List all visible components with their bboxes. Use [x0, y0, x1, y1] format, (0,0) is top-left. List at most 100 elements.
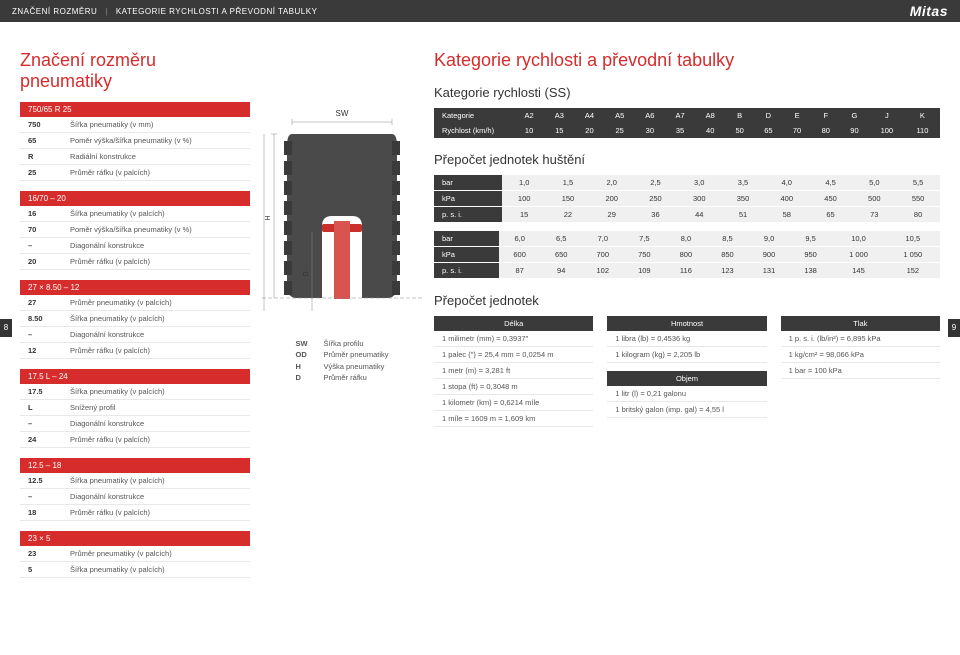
unit-row: 1 litr (l) = 0,21 galonu [607, 386, 766, 402]
legend-val: Šířka profilu [323, 338, 363, 349]
spec-header: 17.5 L – 24 [20, 369, 250, 384]
cell: Průměr ráfku (v palcích) [62, 505, 250, 521]
cell: 350 [721, 191, 765, 207]
crumb-2: KATEGORIE RYCHLOSTI A PŘEVODNÍ TABULKY [116, 7, 318, 16]
table-row: 750Šířka pneumatiky (v mm) [20, 117, 250, 133]
speed-cat-title: Kategorie rychlosti (SS) [434, 85, 940, 100]
spec-box-2: 16/70 – 20 16Šířka pneumatiky (v palcích… [20, 191, 250, 270]
cell: A5 [605, 108, 635, 123]
cell: 600 [499, 247, 541, 263]
cell: 150 [546, 191, 590, 207]
unit-row: 1 metr (m) = 3,281 ft [434, 363, 593, 379]
legend-val: Výška pneumatiky [323, 361, 384, 372]
spec-header: 16/70 – 20 [20, 191, 250, 206]
cell: Průměr ráfku (v palcích) [62, 432, 250, 448]
legend-val: Průměr pneumatiky [323, 349, 388, 360]
cell: A4 [574, 108, 604, 123]
cell: Šířka pneumatiky (v mm) [62, 117, 250, 133]
unit-row: 1 kg/cm² = 98,066 kPa [781, 347, 940, 363]
unit-row: 1 palec (″) = 25,4 mm = 0,0254 m [434, 347, 593, 363]
spec-table: 23Průměr pneumatiky (v palcích)5Šířka pn… [20, 546, 250, 578]
units-title: Přepočet jednotek [434, 293, 940, 308]
cell: 900 [748, 247, 790, 263]
cell: 18 [20, 505, 62, 521]
cell: Diagonální konstrukce [62, 489, 250, 505]
cell: 138 [790, 263, 832, 279]
unit-header: Délka [434, 316, 593, 331]
cell: 58 [765, 207, 809, 223]
spec-header: 27 × 8.50 – 12 [20, 280, 250, 295]
cell: 750 [20, 117, 62, 133]
table-row: 70Poměr výška/šířka pneumatiky (v %) [20, 222, 250, 238]
cell: 145 [831, 263, 885, 279]
table-row: RRadiální konstrukce [20, 149, 250, 165]
cell: B [725, 108, 754, 123]
cell: Diagonální konstrukce [62, 238, 250, 254]
cell: 94 [540, 263, 582, 279]
sw-label: SW [336, 109, 349, 118]
cell: Šířka pneumatiky (v palcích) [62, 473, 250, 489]
cell: 12.5 [20, 473, 62, 489]
cell: A8 [695, 108, 725, 123]
cell: 5,0 [852, 175, 896, 191]
cell: Diagonální konstrukce [62, 416, 250, 432]
legend-row: DPrůměr ráfku [295, 372, 388, 383]
unit-row: 1 míle = 1609 m = 1,609 km [434, 411, 593, 427]
legend-key: SW [295, 338, 323, 349]
cell: J [869, 108, 905, 123]
table-row: –Diagonální konstrukce [20, 238, 250, 254]
pressure-title: Přepočet jednotek huštění [434, 152, 940, 167]
cell: 700 [582, 247, 624, 263]
cell: A7 [665, 108, 695, 123]
cell: L [20, 400, 62, 416]
cell: 109 [624, 263, 666, 279]
left-title: Značení rozměru pneumatiky [20, 50, 250, 92]
spec-table: 750Šířka pneumatiky (v mm)65Poměr výška/… [20, 117, 250, 181]
table-row: 25Průměr ráfku (v palcích) [20, 165, 250, 181]
cell: 131 [748, 263, 790, 279]
legend-key: H [295, 361, 323, 372]
cell: 100 [502, 191, 546, 207]
spec-table: 16Šířka pneumatiky (v palcích)70Poměr vý… [20, 206, 250, 270]
cell: 80 [811, 123, 840, 138]
cell: 110 [905, 123, 940, 138]
table-row: 27Průměr pneumatiky (v palcích) [20, 295, 250, 311]
cell: Šířka pneumatiky (v palcích) [62, 562, 250, 578]
cell: p. s. i. [434, 207, 502, 223]
cell: – [20, 489, 62, 505]
cell: 9,5 [790, 231, 832, 247]
page-number-right: 9 [948, 319, 960, 337]
cell: 27 [20, 295, 62, 311]
cell: p. s. i. [434, 263, 499, 279]
legend-key: D [295, 372, 323, 383]
cell: 8,5 [707, 231, 749, 247]
row-label: Kategorie [434, 108, 514, 123]
cell: 23 [20, 546, 62, 562]
cell: 90 [840, 123, 869, 138]
table-row: p. s. i.8794102109116123131138145152 [434, 263, 940, 279]
spec-box-6: 23 × 5 23Průměr pneumatiky (v palcích)5Š… [20, 531, 250, 578]
cell: K [905, 108, 940, 123]
cell: 102 [582, 263, 624, 279]
tire-diagram: SW [262, 106, 422, 318]
table-row: kPa6006507007508008509009501 0001 050 [434, 247, 940, 263]
cell: A3 [544, 108, 574, 123]
cell: 30 [635, 123, 665, 138]
cell: 20 [574, 123, 604, 138]
cell: 5 [20, 562, 62, 578]
cell: 12 [20, 343, 62, 359]
unit-header: Tlak [781, 316, 940, 331]
cell: 123 [707, 263, 749, 279]
unit-row: 1 kilogram (kg) = 2,205 lb [607, 347, 766, 363]
unit-row: 1 bar = 100 kPa [781, 363, 940, 379]
cell: 1 050 [886, 247, 940, 263]
legend-key: OD [295, 349, 323, 360]
cell: A2 [514, 108, 544, 123]
cell: 80 [896, 207, 940, 223]
cell: 1,0 [502, 175, 546, 191]
table-row: KategorieA2A3A4A5A6A7A8BDEFGJK [434, 108, 940, 123]
breadcrumb: ZNAČENÍ ROZMĚRU | KATEGORIE RYCHLOSTI A … [12, 7, 317, 16]
cell: 25 [605, 123, 635, 138]
cell: 850 [707, 247, 749, 263]
cell: 500 [852, 191, 896, 207]
